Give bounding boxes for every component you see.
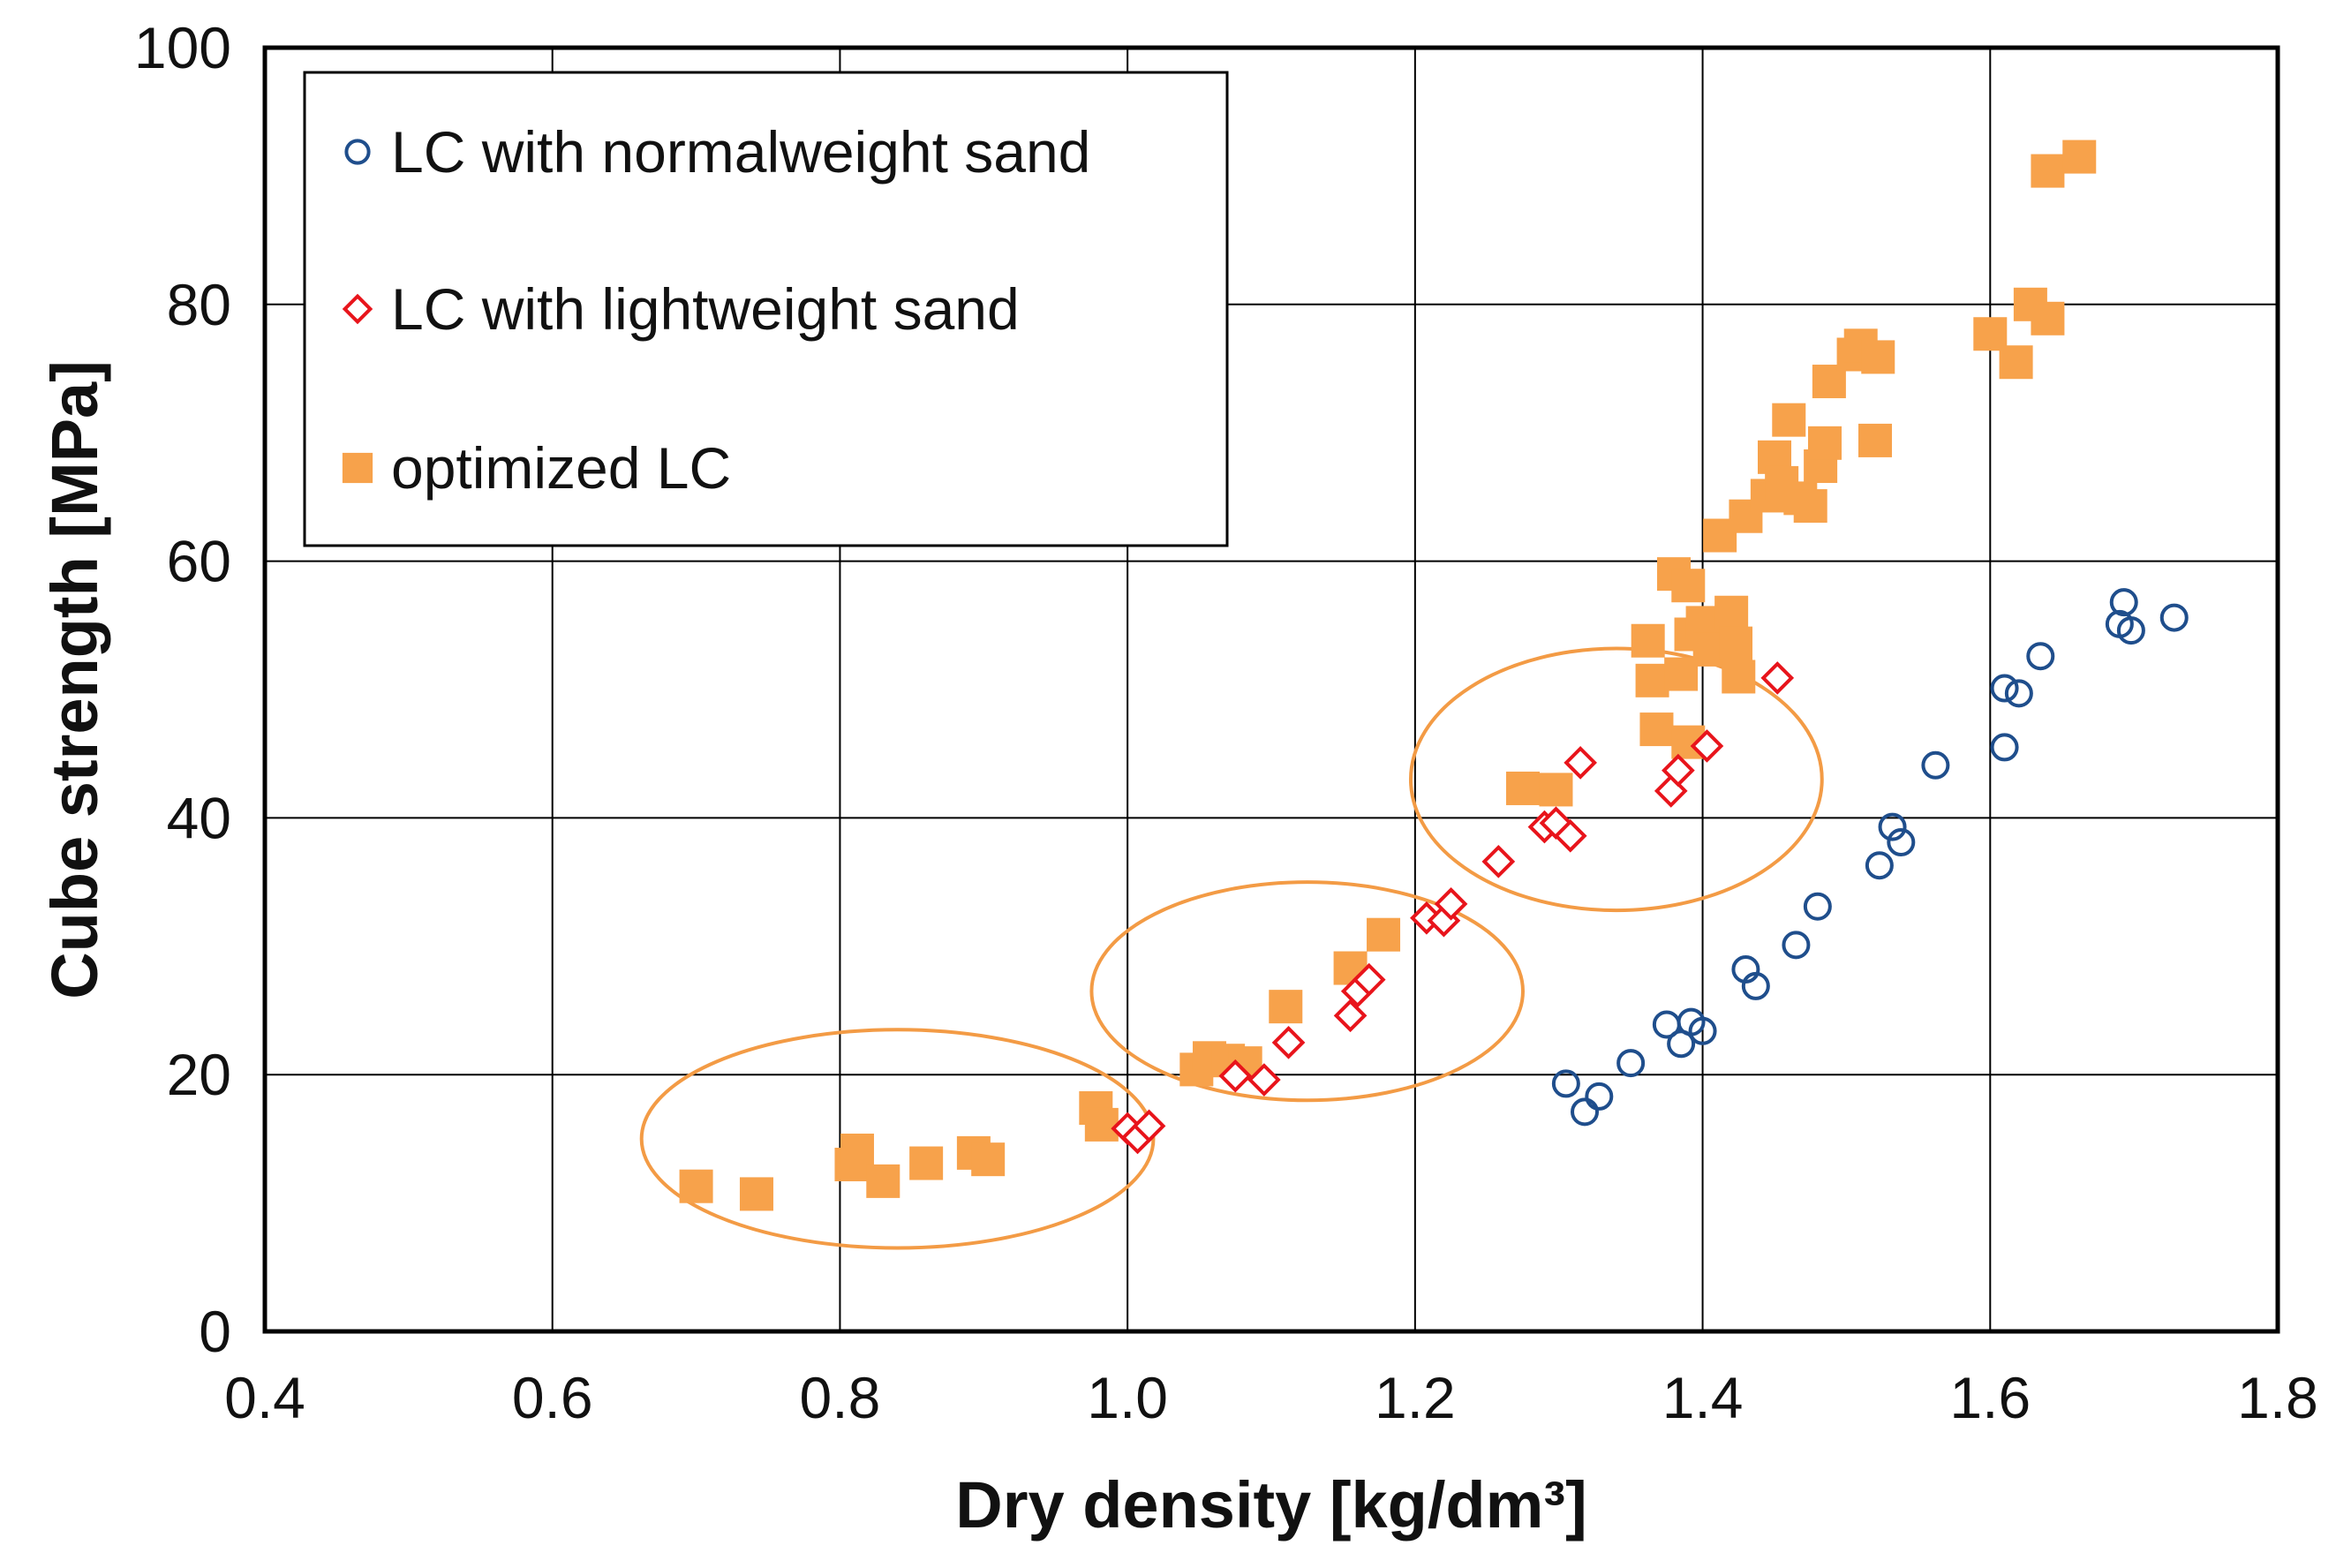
data-point [739, 1177, 773, 1211]
data-point [909, 1146, 944, 1180]
legend-box [303, 71, 1229, 547]
x-tick-label: 1.2 [1375, 1365, 1456, 1430]
y-tick-label: 20 [167, 1042, 231, 1107]
data-point [1688, 1016, 1717, 1045]
data-point [1719, 626, 1753, 660]
data-point [1662, 753, 1695, 788]
data-point [1564, 746, 1597, 780]
series-lc-with-normalweight-sand [1551, 588, 2189, 1127]
data-point [1631, 623, 1665, 658]
data-point [1861, 340, 1895, 374]
y-tick-label: 60 [167, 529, 231, 594]
legend-marker [342, 293, 373, 325]
legend-label-normalweight: LC with normalweight sand [391, 119, 1090, 185]
data-point [1271, 1026, 1306, 1059]
data-point [971, 1142, 1006, 1177]
x-tick-label: 0.6 [512, 1365, 593, 1430]
data-point [1664, 657, 1699, 691]
data-point [2062, 139, 2097, 174]
y-tick-label: 80 [167, 272, 231, 337]
cluster-ellipse [639, 1028, 1156, 1250]
data-point [1367, 917, 1401, 952]
data-point [1690, 729, 1724, 763]
data-point [2004, 679, 2033, 708]
data-series [679, 139, 2189, 1211]
data-point [2116, 616, 2145, 645]
x-tick-label: 0.8 [800, 1365, 881, 1430]
legend: LC with normalweight sand LC with lightw… [303, 71, 1229, 547]
data-point [1671, 569, 1706, 603]
data-point [1878, 812, 1907, 841]
cluster-ellipse [1089, 880, 1525, 1103]
legend-marker [344, 139, 371, 165]
data-point [1635, 663, 1669, 697]
x-tick-labels: 0.4 0.6 0.8 1.0 1.2 1.4 1.6 1.8 [224, 1365, 2318, 1430]
cluster-ellipses [639, 646, 1824, 1250]
data-point [1247, 1063, 1281, 1097]
data-point [1551, 1069, 1580, 1098]
data-point [1352, 962, 1386, 997]
data-point [2031, 154, 2065, 188]
series-lc-with-lightweight-sand [1111, 661, 1795, 1155]
data-point [1218, 1059, 1253, 1093]
cluster-ellipse [1408, 646, 1824, 913]
data-point [1808, 426, 1842, 460]
data-point [2031, 301, 2065, 335]
data-point [1333, 999, 1368, 1033]
data-point [1084, 1107, 1119, 1142]
data-point [1973, 317, 2008, 351]
x-axis-title: Dry density [kg/dm³] [955, 1468, 1586, 1542]
data-point [1782, 931, 1811, 960]
data-point [1858, 423, 1892, 457]
y-tick-label: 40 [167, 785, 231, 850]
y-tick-label: 100 [134, 15, 231, 80]
legend-label-lightweight: LC with lightweight sand [391, 276, 1020, 342]
x-tick-label: 1.8 [2237, 1365, 2318, 1430]
data-point [1865, 851, 1894, 880]
data-point [2159, 603, 2189, 632]
data-point [1269, 990, 1303, 1024]
data-point [1741, 971, 1770, 1000]
data-point [1921, 750, 1950, 780]
y-tick-label: 0 [199, 1299, 231, 1364]
data-point [1990, 674, 2019, 703]
data-point [679, 1169, 713, 1203]
data-point [1772, 403, 1806, 437]
y-axis-title: Cube strength [MPa] [38, 360, 111, 999]
data-point [1434, 886, 1468, 921]
data-point [1999, 345, 2033, 380]
data-point [1571, 1097, 1600, 1127]
series-optimized-lc [679, 139, 2097, 1211]
data-point [1714, 595, 1749, 629]
data-point [1616, 1049, 1646, 1078]
data-point [1793, 489, 1827, 524]
data-point [840, 1133, 874, 1167]
data-point [1760, 661, 1795, 695]
plot-frame [262, 45, 2280, 1334]
data-point [1132, 1109, 1166, 1143]
legend-marker [342, 452, 373, 484]
x-tick-label: 1.6 [1949, 1365, 2031, 1430]
data-point [1481, 845, 1516, 878]
y-tick-labels: 0 20 40 60 80 100 [134, 15, 231, 1364]
legend-label-optimized: optimized LC [391, 435, 731, 501]
data-point [1722, 660, 1756, 694]
data-point [1803, 892, 1832, 921]
x-tick-label: 1.4 [1662, 1365, 1744, 1430]
data-point [1887, 828, 1916, 857]
data-point [1990, 733, 2019, 762]
x-tick-label: 1.0 [1087, 1365, 1168, 1430]
data-point [2109, 588, 2138, 617]
data-point [1553, 818, 1587, 853]
data-point [1639, 712, 1674, 747]
data-point [1585, 1082, 1614, 1111]
x-tick-label: 0.4 [224, 1365, 305, 1430]
data-point [1539, 773, 1573, 807]
data-point [1506, 771, 1540, 805]
data-point [866, 1164, 900, 1198]
legend-markers [342, 139, 373, 484]
data-point [2026, 642, 2055, 671]
